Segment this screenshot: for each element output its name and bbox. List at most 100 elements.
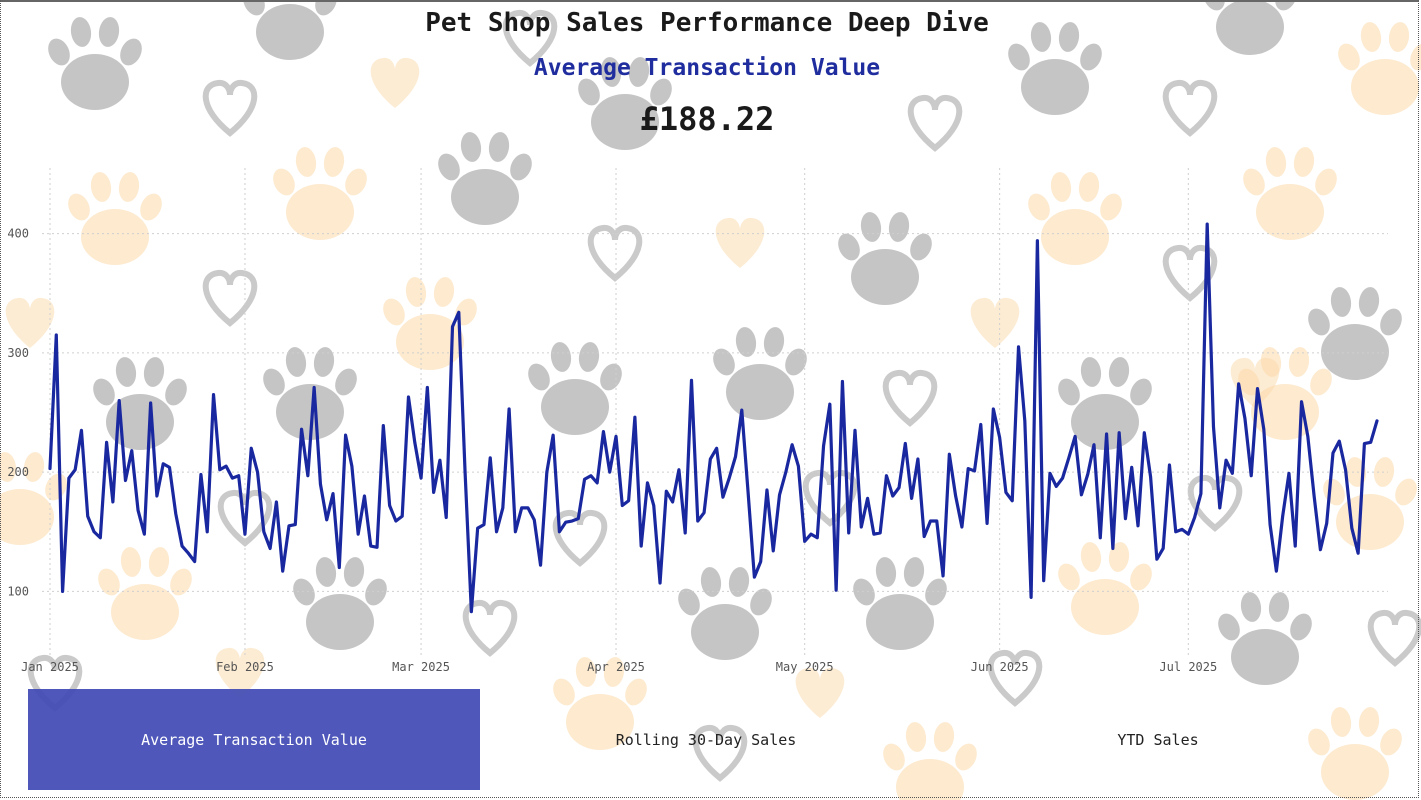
data-point xyxy=(250,447,253,450)
data-point xyxy=(696,520,699,523)
data-point xyxy=(111,500,114,503)
x-tick-label: May 2025 xyxy=(776,660,834,674)
data-point xyxy=(269,547,272,550)
data-point xyxy=(602,430,605,433)
data-point xyxy=(470,610,473,613)
data-point xyxy=(482,523,485,526)
data-point xyxy=(847,531,850,534)
data-point xyxy=(1099,536,1102,539)
data-point xyxy=(174,512,177,515)
data-point xyxy=(728,477,731,480)
data-point xyxy=(1067,456,1070,459)
data-point xyxy=(979,423,982,426)
data-point xyxy=(1137,524,1140,527)
data-point xyxy=(721,496,724,499)
data-point xyxy=(1243,417,1246,420)
data-point xyxy=(350,465,353,468)
x-tick-label: Jun 2025 xyxy=(971,660,1029,674)
data-point xyxy=(105,441,108,444)
data-point xyxy=(615,435,618,438)
x-tick-label: Apr 2025 xyxy=(587,660,645,674)
data-point xyxy=(784,471,787,474)
data-point xyxy=(753,576,756,579)
data-point xyxy=(382,424,385,427)
data-point xyxy=(803,540,806,543)
data-point xyxy=(916,458,919,461)
data-point xyxy=(199,473,202,476)
data-point xyxy=(627,499,630,502)
data-point xyxy=(1074,435,1077,438)
data-point xyxy=(212,393,215,396)
y-tick-label: 200 xyxy=(7,465,29,479)
data-point xyxy=(835,589,838,592)
page-navigator: Average Transaction Value Rolling 30-Day… xyxy=(28,689,1408,790)
data-point xyxy=(93,530,96,533)
data-point xyxy=(1212,425,1215,428)
page-title: Pet Shop Sales Performance Deep Dive xyxy=(425,8,989,38)
data-point xyxy=(325,518,328,521)
data-point xyxy=(703,511,706,514)
data-point xyxy=(1325,522,1328,525)
data-point xyxy=(954,494,957,497)
tab-rolling-30-day-sales[interactable]: Rolling 30-Day Sales xyxy=(615,730,797,749)
data-point xyxy=(809,533,812,536)
data-point xyxy=(923,535,926,538)
data-point xyxy=(432,491,435,494)
data-point xyxy=(778,493,781,496)
data-point xyxy=(1281,515,1284,518)
data-point xyxy=(1130,466,1133,469)
data-point xyxy=(445,516,448,519)
data-point xyxy=(306,474,309,477)
data-point xyxy=(508,407,511,410)
data-point xyxy=(1030,596,1033,599)
data-point xyxy=(1237,382,1240,385)
y-tick-label: 100 xyxy=(7,584,29,598)
data-point xyxy=(1187,533,1190,536)
data-point xyxy=(1023,419,1026,422)
data-point xyxy=(1344,468,1347,471)
data-point xyxy=(772,549,775,552)
data-point xyxy=(1048,472,1051,475)
x-axis: Jan 2025 Feb 2025 Mar 2025 Apr 2025 May 2025… xyxy=(21,660,1217,674)
data-point xyxy=(181,545,184,548)
data-point xyxy=(986,522,989,525)
data-point xyxy=(545,471,548,474)
data-point xyxy=(287,524,290,527)
data-point xyxy=(332,492,335,495)
data-point xyxy=(55,333,58,336)
data-point xyxy=(747,491,750,494)
data-point xyxy=(262,530,265,533)
data-point xyxy=(684,531,687,534)
data-point xyxy=(1262,428,1265,431)
data-point xyxy=(841,380,844,383)
data-point xyxy=(1269,523,1272,526)
data-point xyxy=(998,436,1001,439)
data-point xyxy=(49,467,51,470)
data-point xyxy=(1319,548,1322,551)
data-point xyxy=(1118,431,1121,434)
data-point xyxy=(1149,475,1152,478)
data-point xyxy=(357,533,360,536)
data-point xyxy=(879,531,882,534)
data-point xyxy=(394,520,397,523)
y-tick-label: 300 xyxy=(7,346,29,360)
data-point xyxy=(822,444,825,447)
data-point xyxy=(646,481,649,484)
tab-ytd-sales[interactable]: YTD Sales xyxy=(1117,730,1199,749)
data-point xyxy=(583,478,586,481)
data-point xyxy=(338,566,341,569)
data-point xyxy=(621,504,624,507)
data-point xyxy=(791,443,794,446)
tab-average-transaction-value[interactable]: Average Transaction Value xyxy=(28,689,480,790)
data-point xyxy=(495,530,498,533)
data-point xyxy=(426,386,429,389)
data-point xyxy=(558,530,561,533)
data-point xyxy=(369,545,372,548)
data-point xyxy=(1306,435,1309,438)
data-point xyxy=(929,520,932,523)
data-point xyxy=(1143,431,1146,434)
x-tick-label: Jan 2025 xyxy=(21,660,79,674)
data-point xyxy=(118,399,121,402)
data-point xyxy=(526,506,529,509)
